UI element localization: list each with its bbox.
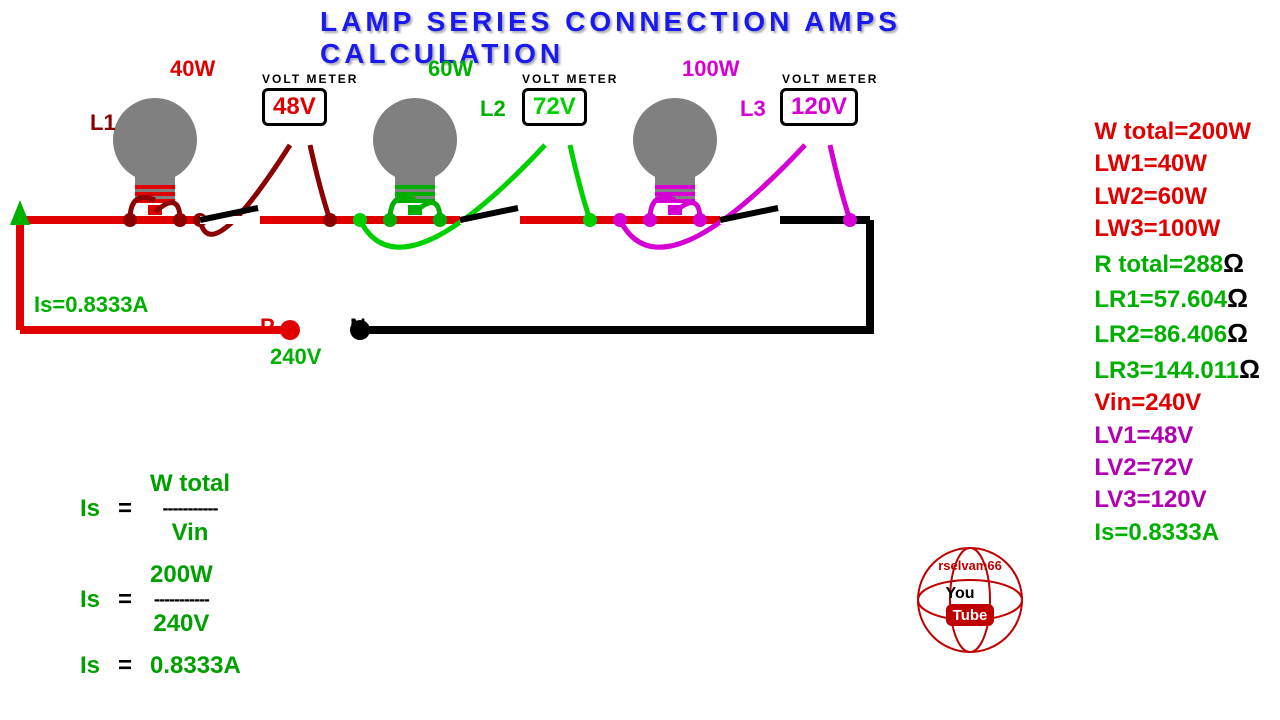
title-word: LAMP <box>320 6 415 37</box>
formula-is: Is <box>80 495 100 523</box>
meter-label-3: VOLT METER <box>782 72 878 86</box>
formula-dash: ----------- <box>163 498 218 519</box>
svg-text:rselvam66: rselvam66 <box>938 558 1002 573</box>
data-column: W total=200W LW1=40W LW2=60W LW3=100W R … <box>1094 116 1260 549</box>
data-row: R total=288Ω <box>1094 246 1260 281</box>
title-word: AMPS <box>804 6 901 37</box>
formula-dash: ----------- <box>154 589 209 610</box>
lamp-label-2: L2 <box>480 96 506 122</box>
data-row: LW2=60W <box>1094 181 1260 213</box>
formula-is: Is <box>80 586 100 614</box>
meter-label-2: VOLT METER <box>522 72 618 86</box>
data-row: LW3=100W <box>1094 213 1260 245</box>
watt-label-1: 40W <box>170 56 215 82</box>
watt-label-3: 100W <box>682 56 739 82</box>
voltage-label: 240V <box>270 344 321 370</box>
formula-den: 240V <box>153 610 209 638</box>
data-row: Vin=240V <box>1094 387 1260 419</box>
data-row: LR3=144.011Ω <box>1094 352 1260 387</box>
svg-text:You: You <box>945 585 974 602</box>
data-row: LV3=120V <box>1094 484 1260 516</box>
formula-is: Is <box>80 652 100 680</box>
formula-num: W total <box>150 470 230 498</box>
lamp-label-3: L3 <box>740 96 766 122</box>
watt-label-2: 60W <box>428 56 473 82</box>
title-word: SERIES <box>427 6 554 37</box>
formula-eq: = <box>118 586 132 614</box>
data-row: LV1=48V <box>1094 420 1260 452</box>
phase-label: P <box>260 314 275 340</box>
meter-box-3: 120V <box>780 88 858 126</box>
data-row: W total=200W <box>1094 116 1260 148</box>
formula-den: Vin <box>172 519 209 547</box>
data-row: LV2=72V <box>1094 452 1260 484</box>
neutral-label: N <box>350 314 366 340</box>
formula-block: Is = W total ----------- Vin Is = 200W -… <box>80 470 241 694</box>
data-row: LR1=57.604Ω <box>1094 281 1260 316</box>
meter-box-1: 48V <box>262 88 327 126</box>
title-word: CONNECTION <box>565 6 793 37</box>
circuit-diagram <box>0 40 900 380</box>
lamp-label-1: L1 <box>90 110 116 136</box>
circuit-svg <box>0 40 900 380</box>
is-current-label: Is=0.8333A <box>30 292 152 318</box>
data-row: LW1=40W <box>1094 148 1260 180</box>
data-row: Is=0.8333A <box>1094 517 1260 549</box>
formula-num: 200W <box>150 561 213 589</box>
data-row: LR2=86.406Ω <box>1094 316 1260 351</box>
svg-text:Tube: Tube <box>953 607 988 624</box>
formula-eq: = <box>118 495 132 523</box>
meter-box-2: 72V <box>522 88 587 126</box>
formula-result: 0.8333A <box>150 652 241 680</box>
channel-logo: rselvam66 You Tube <box>910 540 1030 660</box>
formula-eq: = <box>118 652 132 680</box>
meter-label-1: VOLT METER <box>262 72 358 86</box>
